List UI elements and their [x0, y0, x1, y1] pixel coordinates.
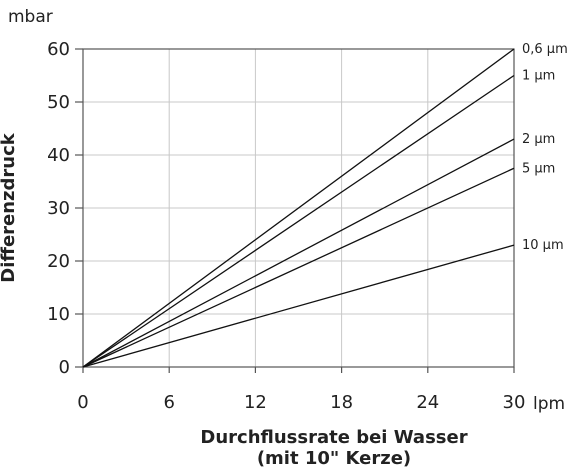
y-axis-title: Differenzdruck — [0, 132, 19, 283]
y-tick-label: 20 — [47, 251, 70, 272]
series-line — [82, 244, 515, 368]
x-tick-label: 6 — [163, 392, 174, 413]
x-tick-label: 24 — [416, 392, 439, 413]
y-unit-label: mbar — [8, 7, 53, 27]
series-lines: 0,6 µm 1 µm 2 µm 5 µm 10 µm — [82, 42, 568, 368]
y-tick-label: 50 — [47, 92, 70, 113]
x-tick-label: 18 — [330, 392, 353, 413]
series-line — [82, 138, 515, 368]
x-tick-label: 12 — [244, 392, 267, 413]
x-axis-title-line2: (mit 10" Kerze) — [257, 448, 411, 468]
x-tick-label: 30 — [503, 392, 526, 413]
x-tick-label: 0 — [77, 392, 88, 413]
series-line — [82, 48, 515, 368]
series-line — [82, 167, 515, 368]
series-label: 0,6 µm — [522, 42, 568, 57]
series-label: 1 µm — [522, 69, 555, 84]
series-label: 5 µm — [522, 161, 555, 176]
series-line — [82, 74, 515, 368]
y-tick-label: 30 — [47, 198, 70, 219]
y-tick-label: 40 — [47, 145, 70, 166]
axis-ticks: 0 6 12 18 24 30 0 10 20 30 40 50 60 — [47, 39, 525, 413]
y-tick-label: 60 — [47, 39, 70, 60]
y-tick-label: 10 — [47, 304, 70, 325]
series-label: 2 µm — [522, 132, 555, 147]
x-unit-label: lpm — [533, 394, 565, 414]
series-label: 10 µm — [522, 238, 564, 253]
x-axis-title-line1: Durchflussrate bei Wasser — [200, 427, 467, 448]
y-tick-label: 0 — [59, 357, 70, 378]
